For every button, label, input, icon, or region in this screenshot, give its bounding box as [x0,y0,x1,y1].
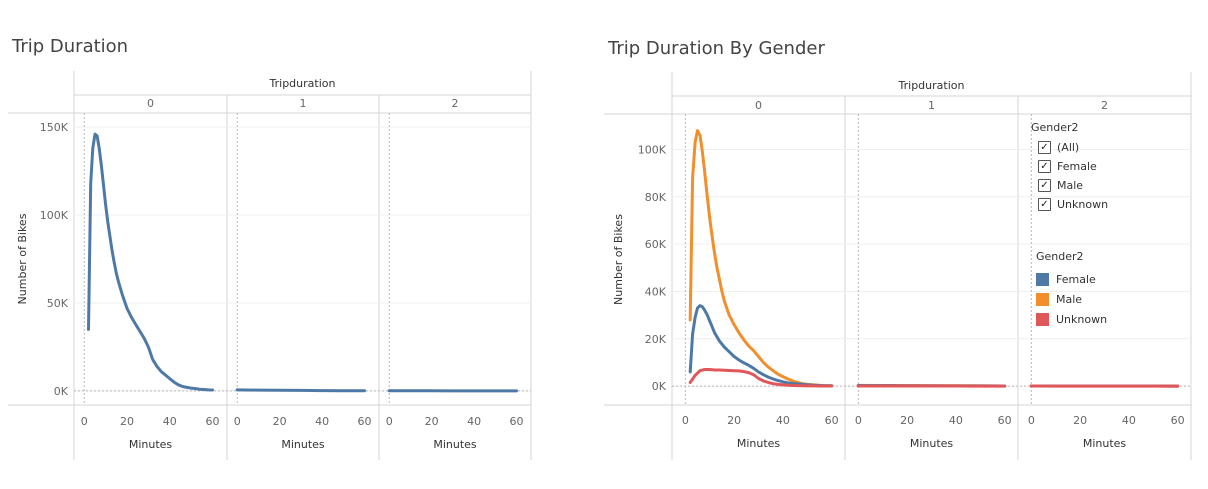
x-tick-label: 60 [998,414,1012,427]
filter-label-female: Female [1057,160,1097,173]
panel-header-label: 1 [300,97,307,110]
y-axis-title: Number of Bikes [612,214,625,305]
gender-color-legend: Gender2 Female Male Unknown [1036,250,1107,329]
x-axis-title: Minutes [1083,437,1127,450]
gender-filter-legend: Gender2 ✓ (All) ✓ Female ✓ Male ✓ Unknow… [1031,121,1108,214]
series-line-trips [237,390,364,391]
x-tick-label: 20 [900,414,914,427]
x-tick-label: 40 [949,414,963,427]
y-tick-label: 100K [40,209,69,222]
color-legend-unknown[interactable]: Unknown [1036,309,1107,329]
series-line-trips [89,134,213,390]
x-tick-label: 40 [467,415,481,428]
column-header: Tripduration [269,77,336,90]
female-color-swatch [1036,273,1049,286]
panel-header-label: 2 [452,97,459,110]
y-tick-label: 40K [645,285,667,298]
x-tick-label: 0 [81,415,88,428]
x-tick-label: 40 [315,415,329,428]
filter-label-unknown: Unknown [1057,198,1108,211]
series-line-female [690,306,832,386]
x-tick-label: 0 [234,415,241,428]
x-tick-label: 60 [1171,414,1185,427]
y-tick-label: 100K [638,143,667,156]
x-axis-title: Minutes [129,438,173,451]
panel-header-label: 1 [928,99,935,112]
checkbox-checked-icon[interactable]: ✓ [1038,198,1051,211]
filter-unknown-row[interactable]: ✓ Unknown [1038,195,1108,214]
x-tick-label: 0 [682,414,689,427]
y-tick-label: 60K [645,238,667,251]
x-tick-label: 40 [776,414,790,427]
x-tick-label: 0 [855,414,862,427]
x-axis-title: Minutes [737,437,781,450]
panel-header-label: 2 [1101,99,1108,112]
series-line-male [690,131,832,386]
y-tick-label: 0K [652,380,667,393]
color-label-female: Female [1056,273,1096,286]
unknown-color-swatch [1036,313,1049,326]
x-tick-label: 20 [425,415,439,428]
x-tick-label: 20 [727,414,741,427]
panel-header-label: 0 [755,99,762,112]
y-tick-label: 20K [645,333,667,346]
x-tick-label: 40 [163,415,177,428]
filter-male-row[interactable]: ✓ Male [1038,176,1108,195]
checkbox-checked-icon[interactable]: ✓ [1038,160,1051,173]
filter-female-row[interactable]: ✓ Female [1038,157,1108,176]
x-tick-label: 60 [358,415,372,428]
filter-all-row[interactable]: ✓ (All) [1038,138,1108,157]
column-header: Tripduration [898,79,965,92]
x-axis-title: Minutes [910,437,954,450]
x-tick-label: 60 [825,414,839,427]
chart-1 [8,71,531,460]
x-tick-label: 20 [120,415,134,428]
x-tick-label: 60 [510,415,524,428]
x-tick-label: 60 [205,415,219,428]
male-color-swatch [1036,293,1049,306]
x-tick-label: 0 [1028,414,1035,427]
x-tick-label: 0 [386,415,393,428]
filter-label-male: Male [1057,179,1083,192]
y-tick-label: 150K [40,121,69,134]
color-label-male: Male [1056,293,1082,306]
color-label-unknown: Unknown [1056,313,1107,326]
y-axis-title: Number of Bikes [16,213,29,304]
checkbox-checked-icon[interactable]: ✓ [1038,141,1051,154]
y-tick-label: 50K [47,297,69,310]
checkbox-checked-icon[interactable]: ✓ [1038,179,1051,192]
x-axis-title: Minutes [433,438,477,451]
x-tick-label: 20 [1073,414,1087,427]
color-legend-title: Gender2 [1036,250,1107,263]
filter-legend-title: Gender2 [1031,121,1108,134]
x-axis-title: Minutes [281,438,325,451]
y-tick-label: 0K [54,385,69,398]
color-legend-female[interactable]: Female [1036,269,1107,289]
x-tick-label: 20 [273,415,287,428]
panel-header-label: 0 [147,97,154,110]
y-tick-label: 80K [645,191,667,204]
filter-label-all: (All) [1057,141,1079,154]
x-tick-label: 40 [1122,414,1136,427]
color-legend-male[interactable]: Male [1036,289,1107,309]
